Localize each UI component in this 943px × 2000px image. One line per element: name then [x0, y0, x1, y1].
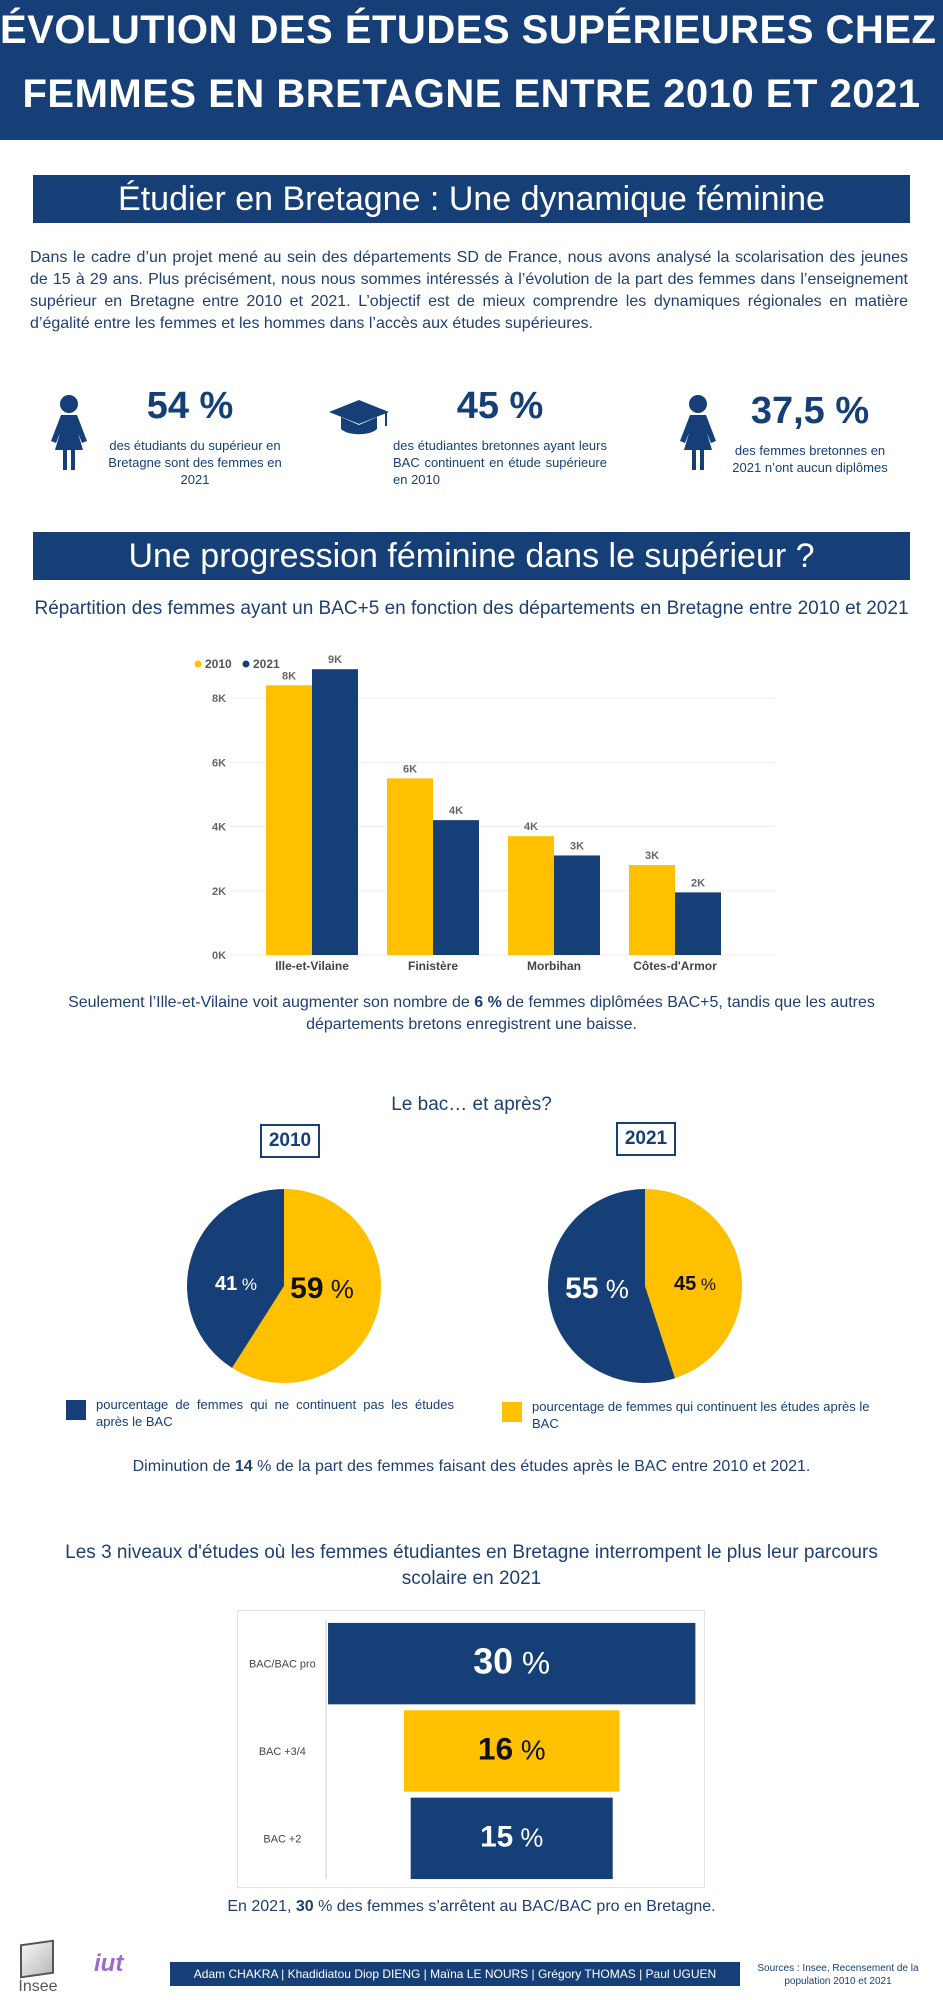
bar-chart: 0K 2K 4K 6K 8K 8K 9K Ille-et-Vilaine 6K 4K Finistè… — [190, 652, 790, 972]
pie-year-2010: 2010 — [260, 1124, 320, 1158]
stat-text-2: des étudiantes bretonnes ayant leurs BAC… — [393, 437, 607, 488]
bar-2021 — [433, 820, 479, 955]
stat-card-3: 37,5 % des femmes bretonnes en 2021 n’on… — [720, 390, 900, 500]
x-tick-label: Finistère — [408, 959, 458, 972]
iut-logo: iut — [94, 1950, 144, 1986]
bar-chart-title: Répartition des femmes ayant un BAC+5 en… — [30, 596, 913, 622]
pie-note-prefix: Diminution de — [133, 1458, 235, 1475]
bar-data-label: 3K — [645, 850, 659, 862]
funnel-value-label: 15 % — [480, 1820, 543, 1853]
pie-note: Diminution de 14 % de la part des femmes… — [30, 1456, 913, 1478]
woman-icon — [48, 395, 90, 471]
y-tick-label: 0K — [212, 950, 226, 962]
legend-label-2010: 2010 — [205, 657, 232, 671]
pie-year-2021: 2021 — [616, 1122, 676, 1156]
header-banner: ÉVOLUTION DES ÉTUDES SUPÉRIEURES CHEZ LE… — [0, 0, 943, 140]
graduation-cap-icon — [328, 398, 390, 438]
stat-card-2: 45 % des étudiantes bretonnes ayant leur… — [393, 385, 607, 495]
bar-2021 — [554, 855, 600, 955]
y-tick-label: 8K — [212, 693, 226, 705]
bar-data-label: 2K — [691, 877, 705, 889]
stat-value-1: 54 % — [95, 385, 285, 428]
main-title-line2: FEMMES EN BRETAGNE ENTRE 2010 ET 2021 — [0, 72, 943, 117]
stat-value-3: 37,5 % — [720, 390, 900, 433]
bar-note-highlight: 6 % — [474, 994, 502, 1011]
bar-note-prefix: Seulement l’Ille-et-Vilaine voit augment… — [68, 994, 474, 1011]
pie-section-title: Le bac… et après? — [30, 1094, 913, 1116]
pie-slice-label: 45 % — [674, 1273, 716, 1295]
funnel-chart: BAC/BAC pro 30 % BAC +3/4 16 % BAC +2 15 % — [237, 1610, 705, 1888]
insee-logo: Insee — [12, 1940, 64, 1996]
bar-chart-note: Seulement l’Ille-et-Vilaine voit augment… — [30, 992, 913, 1036]
iut-logo-text: iut — [94, 1950, 123, 1978]
section-heading-1: Étudier en Bretagne : Une dynamique fémi… — [33, 175, 910, 223]
legend-label-gold: pourcentage de femmes qui continuent les… — [532, 1398, 894, 1432]
bar-data-label: 9K — [328, 654, 342, 666]
funnel-value-label: 30 % — [473, 1642, 550, 1682]
insee-logo-text: Insee — [12, 1978, 64, 1996]
legend-gold: pourcentage de femmes qui continuent les… — [502, 1398, 896, 1438]
legend-marker-2010 — [195, 661, 202, 668]
funnel-category-label: BAC +2 — [263, 1833, 301, 1845]
stat-value-2: 45 % — [393, 385, 607, 428]
pie-chart-2010: 59 % 41 % — [184, 1186, 384, 1386]
authors-band: Adam CHAKRA | Khadidiatou Diop DIENG | M… — [170, 1962, 740, 1986]
funnel-value-label: 16 % — [478, 1731, 546, 1767]
intro-paragraph: Dans le cadre d’un projet mené au sein d… — [30, 247, 908, 335]
bar-data-label: 6K — [403, 763, 417, 775]
insee-logo-mark — [20, 1940, 54, 1979]
x-tick-label: Ille-et-Vilaine — [275, 959, 349, 972]
funnel-note: En 2021, 30 % des femmes s’arrêtent au B… — [30, 1896, 913, 1918]
bar-data-label: 3K — [570, 840, 584, 852]
y-tick-label: 4K — [212, 822, 226, 834]
funnel-category-label: BAC/BAC pro — [249, 1659, 316, 1671]
stat-text-3: des femmes bretonnes en 2021 n’ont aucun… — [730, 442, 890, 476]
sources-text: Sources : Insee, Recensement de la popul… — [738, 1962, 938, 1988]
pie-slice-label: 55 % — [565, 1272, 629, 1305]
funnel-note-suffix: % des femmes s’arrêtent au BAC/BAC pro e… — [314, 1898, 716, 1915]
funnel-note-highlight: 30 — [296, 1898, 314, 1915]
bar-2010 — [266, 685, 312, 955]
x-tick-label: Côtes-d'Armor — [633, 959, 717, 972]
pie-slice-label: 59 % — [290, 1272, 354, 1305]
bar-data-label: 8K — [282, 670, 296, 682]
pie-chart-2021: 45 % 55 % — [545, 1186, 745, 1386]
legend-label-dark: pourcentage de femmes qui ne continuent … — [96, 1396, 454, 1430]
section-heading-2: Une progression féminine dans le supérie… — [33, 532, 910, 580]
main-title-line1: ÉVOLUTION DES ÉTUDES SUPÉRIEURES CHEZ LE… — [0, 8, 943, 53]
bar-2010 — [508, 836, 554, 955]
stat-card-1: 54 % des étudiants du supérieur en Breta… — [95, 385, 295, 495]
y-tick-label: 6K — [212, 757, 226, 769]
legend-dark: pourcentage de femmes qui ne continuent … — [66, 1396, 454, 1436]
x-tick-label: Morbihan — [527, 959, 581, 972]
legend-label-2021: 2021 — [253, 657, 280, 671]
funnel-note-prefix: En 2021, — [227, 1898, 296, 1915]
bar-2010 — [629, 865, 675, 955]
bar-data-label: 4K — [449, 805, 463, 817]
y-tick-label: 2K — [212, 886, 226, 898]
funnel-title: Les 3 niveaux d'études où les femmes étu… — [60, 1540, 883, 1592]
legend-swatch-gold — [502, 1402, 522, 1422]
legend-swatch-dark — [66, 1400, 86, 1420]
funnel-category-label: BAC +3/4 — [259, 1746, 306, 1758]
bar-data-label: 4K — [524, 821, 538, 833]
pie-note-suffix: % de la part des femmes faisant des étud… — [253, 1458, 811, 1475]
pie-note-highlight: 14 — [235, 1458, 253, 1475]
woman-icon — [677, 395, 719, 471]
bar-2021 — [675, 892, 721, 955]
legend-marker-2021 — [243, 661, 250, 668]
stat-text-1: des étudiants du supérieur en Bretagne s… — [95, 437, 295, 488]
bar-2021 — [312, 669, 358, 955]
bar-2010 — [387, 778, 433, 955]
pie-slice-label: 41 % — [215, 1273, 257, 1295]
